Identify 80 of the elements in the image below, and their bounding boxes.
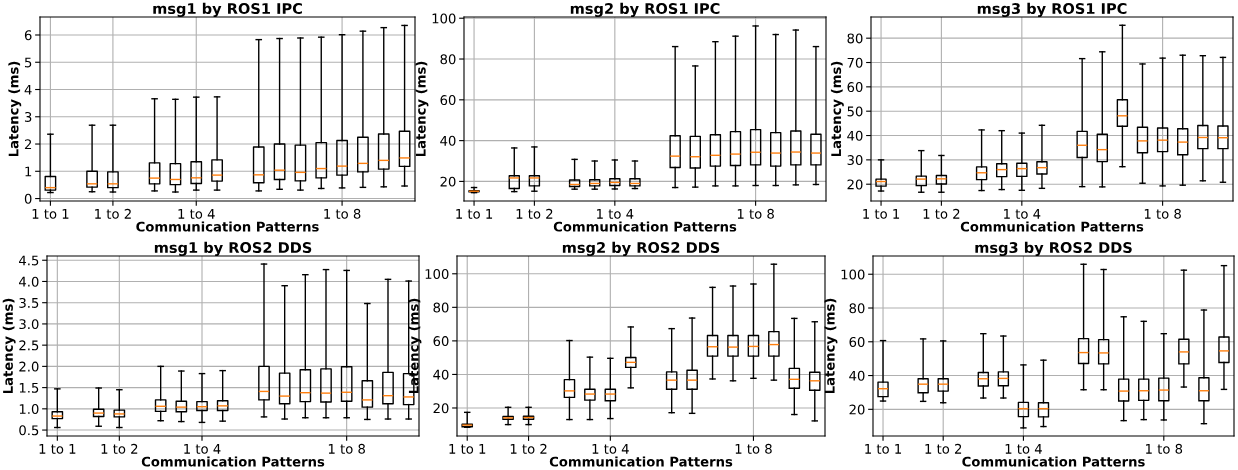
y-tick-label: 0 <box>24 193 32 204</box>
y-axis-title: Latency (ms) <box>830 61 844 157</box>
y-axis-title: Latency (ms) <box>415 61 429 157</box>
y-tick-label: 4.5 <box>19 255 39 266</box>
x-axis-title: Communication Patterns <box>141 456 325 467</box>
x-tick-label: 1 to 4 <box>592 444 629 454</box>
y-tick-label: 3.5 <box>19 297 39 308</box>
chart-title: msg2 by ROS1 IPC <box>570 2 720 17</box>
y-tick-label: 1 <box>25 166 32 177</box>
y-tick-label: 60 <box>847 82 863 93</box>
y-tick-label: 4.0 <box>19 276 39 287</box>
chart-title: msg1 by ROS2 DDS <box>154 241 312 256</box>
y-tick-label: 80 <box>847 33 863 44</box>
x-tick-label: 1 to 2 <box>925 443 962 454</box>
y-tick-label: 30 <box>847 155 863 166</box>
x-tick-label: 1 to 1 <box>39 444 76 454</box>
y-tick-label: 50 <box>847 106 863 117</box>
y-tick-label: 2.0 <box>19 361 39 372</box>
x-tick-label: 1 to 2 <box>101 443 138 454</box>
y-tick-label: 80 <box>849 303 865 314</box>
y-tick-label: 20 <box>433 403 449 414</box>
y-axis-title: Latency (ms) <box>824 298 838 394</box>
x-tick-label: 1 to 8 <box>328 443 365 454</box>
x-tick-label: 1 to 8 <box>1144 208 1181 219</box>
y-axis-title: Latency (ms) <box>8 61 22 157</box>
y-tick-label: 3.0 <box>19 319 39 330</box>
y-axis-title: Latency (ms) <box>2 298 16 394</box>
x-tick-label: 1 to 1 <box>863 209 900 219</box>
chart-title: msg3 by ROS1 IPC <box>977 2 1127 17</box>
y-tick-label: 1.0 <box>19 404 39 415</box>
x-tick-label: 1 to 4 <box>184 444 221 454</box>
x-tick-label: 1 to 8 <box>324 208 361 219</box>
y-tick-label: 40 <box>849 370 865 381</box>
y-tick-label: 20 <box>440 176 456 187</box>
y-tick-label: 5 <box>24 57 32 68</box>
x-tick-label: 1 to 4 <box>1005 444 1042 454</box>
y-tick-label: 2 <box>24 139 32 150</box>
x-tick-label: 1 to 2 <box>510 443 547 454</box>
y-tick-label: 60 <box>849 337 865 347</box>
x-tick-label: 1 to 2 <box>95 208 131 219</box>
x-tick-label: 1 to 4 <box>1004 209 1041 219</box>
y-tick-label: 0.5 <box>19 425 39 436</box>
x-tick-label: 1 to 4 <box>597 209 634 219</box>
chart-title: msg1 by ROS1 IPC <box>153 2 302 17</box>
x-tick-label: 1 to 1 <box>32 209 69 219</box>
y-tick-label: 6 <box>24 30 32 41</box>
x-axis-title: Communication Patterns <box>962 456 1145 467</box>
y-tick-label: 80 <box>440 54 456 65</box>
y-axis-title: Latency (ms) <box>408 298 422 394</box>
x-tick-label: 1 to 1 <box>865 444 902 454</box>
y-tick-label: 80 <box>433 302 449 313</box>
x-tick-label: 1 to 8 <box>1146 443 1183 454</box>
y-tick-label: 3 <box>24 111 32 122</box>
y-tick-label: 100 <box>432 13 456 24</box>
y-tick-label: 2.5 <box>19 340 39 351</box>
x-tick-label: 1 to 2 <box>923 208 960 219</box>
y-tick-label: 100 <box>841 269 865 280</box>
chart-title: msg2 by ROS2 DDS <box>562 241 720 256</box>
y-tick-label: 4 <box>24 84 32 95</box>
x-axis-title: Communication Patterns <box>553 221 737 232</box>
x-tick-label: 1 to 4 <box>178 209 215 219</box>
x-tick-label: 1 to 1 <box>449 444 486 454</box>
y-tick-label: 40 <box>433 369 449 380</box>
y-tick-label: 20 <box>849 404 865 415</box>
chart-title: msg3 by ROS2 DDS <box>975 241 1132 256</box>
x-tick-label: 1 to 2 <box>516 208 553 219</box>
y-tick-label: 60 <box>440 95 456 106</box>
y-tick-label: 100 <box>425 269 449 279</box>
y-tick-label: 1.5 <box>19 383 39 393</box>
x-tick-label: 1 to 8 <box>737 208 774 219</box>
x-tick-label: 1 to 1 <box>456 209 493 219</box>
y-tick-label: 70 <box>847 57 863 68</box>
x-axis-title: Communication Patterns <box>960 221 1144 232</box>
y-tick-label: 20 <box>847 179 863 190</box>
x-axis-title: Communication Patterns <box>136 221 319 232</box>
x-tick-label: 1 to 8 <box>735 443 772 454</box>
y-tick-label: 40 <box>847 130 863 141</box>
y-tick-label: 40 <box>440 135 456 146</box>
y-tick-label: 60 <box>433 336 449 347</box>
x-axis-title: Communication Patterns <box>549 456 733 467</box>
